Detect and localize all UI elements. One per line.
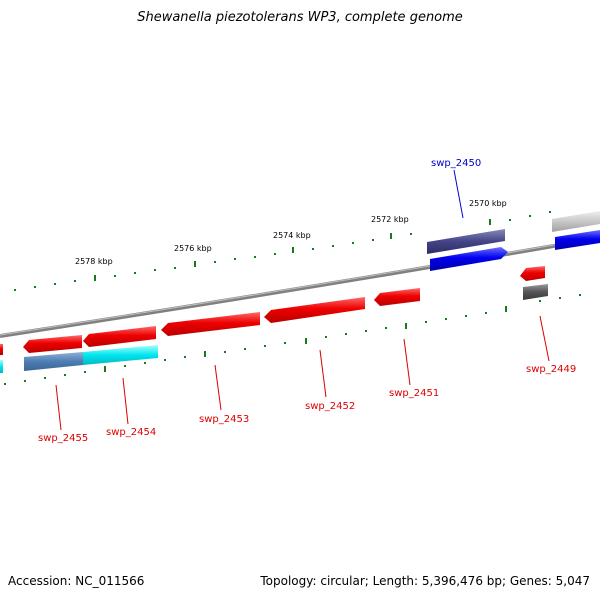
leader-swp-2454 <box>122 377 129 425</box>
leader-swp-2452 <box>319 349 327 398</box>
kbp-label: 2574 kbp <box>273 231 311 240</box>
cds-reverse-swp-2449[interactable] <box>520 266 545 281</box>
feature-cyan[interactable] <box>83 345 158 365</box>
cds-reverse-swp-2454[interactable] <box>83 326 156 347</box>
feature-lightgray[interactable] <box>552 211 600 232</box>
gene-label-swp-2450[interactable]: swp_2450 <box>431 158 481 169</box>
genome-backbone <box>0 236 600 338</box>
leader-swp-2449 <box>539 315 550 362</box>
gene-label-swp-2449[interactable]: swp_2449 <box>526 364 576 375</box>
leader-swp-2453 <box>214 364 222 411</box>
cds-reverse-swp-2453[interactable] <box>161 312 260 336</box>
feature-navy[interactable] <box>427 229 505 254</box>
cds-reverse-swp-2451[interactable] <box>374 288 420 306</box>
genome-summary-text: Topology: circular; Length: 5,396,476 bp… <box>260 574 590 588</box>
gene-label-swp-2453[interactable]: swp_2453 <box>199 414 249 425</box>
genome-backbone-highlight <box>0 236 600 336</box>
cds-reverse-edge[interactable] <box>0 344 3 355</box>
gene-leaders <box>55 169 550 431</box>
kbp-label: 2578 kbp <box>75 257 113 266</box>
leader-swp-2451 <box>403 338 411 386</box>
cds-reverse-swp-2452[interactable] <box>264 297 365 323</box>
gene-label-swp-2455[interactable]: swp_2455 <box>38 433 88 444</box>
cds-forward[interactable] <box>555 230 600 250</box>
kbp-label: 2570 kbp <box>469 199 507 208</box>
gene-label-swp-2454[interactable]: swp_2454 <box>106 427 156 438</box>
feature-darkgray[interactable] <box>523 284 548 300</box>
leader-swp-2455 <box>55 384 62 431</box>
inner-tick-row <box>4 294 581 385</box>
feature-steelblue[interactable] <box>24 352 83 371</box>
outer-tick-row <box>14 211 551 291</box>
feature-cyan-edge[interactable] <box>0 360 3 373</box>
cds-forward-swp-2450[interactable] <box>430 247 508 271</box>
cds-reverse-swp-2455[interactable] <box>23 335 82 353</box>
kbp-label: 2576 kbp <box>174 244 212 253</box>
leader-swp-2450 <box>453 169 464 219</box>
kbp-label: 2572 kbp <box>371 215 409 224</box>
map-title: Shewanella piezotolerans WP3, complete g… <box>137 10 463 25</box>
gene-label-swp-2452[interactable]: swp_2452 <box>305 401 355 412</box>
gene-label-swp-2451[interactable]: swp_2451 <box>389 388 439 399</box>
accession-text: Accession: NC_011566 <box>8 574 145 588</box>
